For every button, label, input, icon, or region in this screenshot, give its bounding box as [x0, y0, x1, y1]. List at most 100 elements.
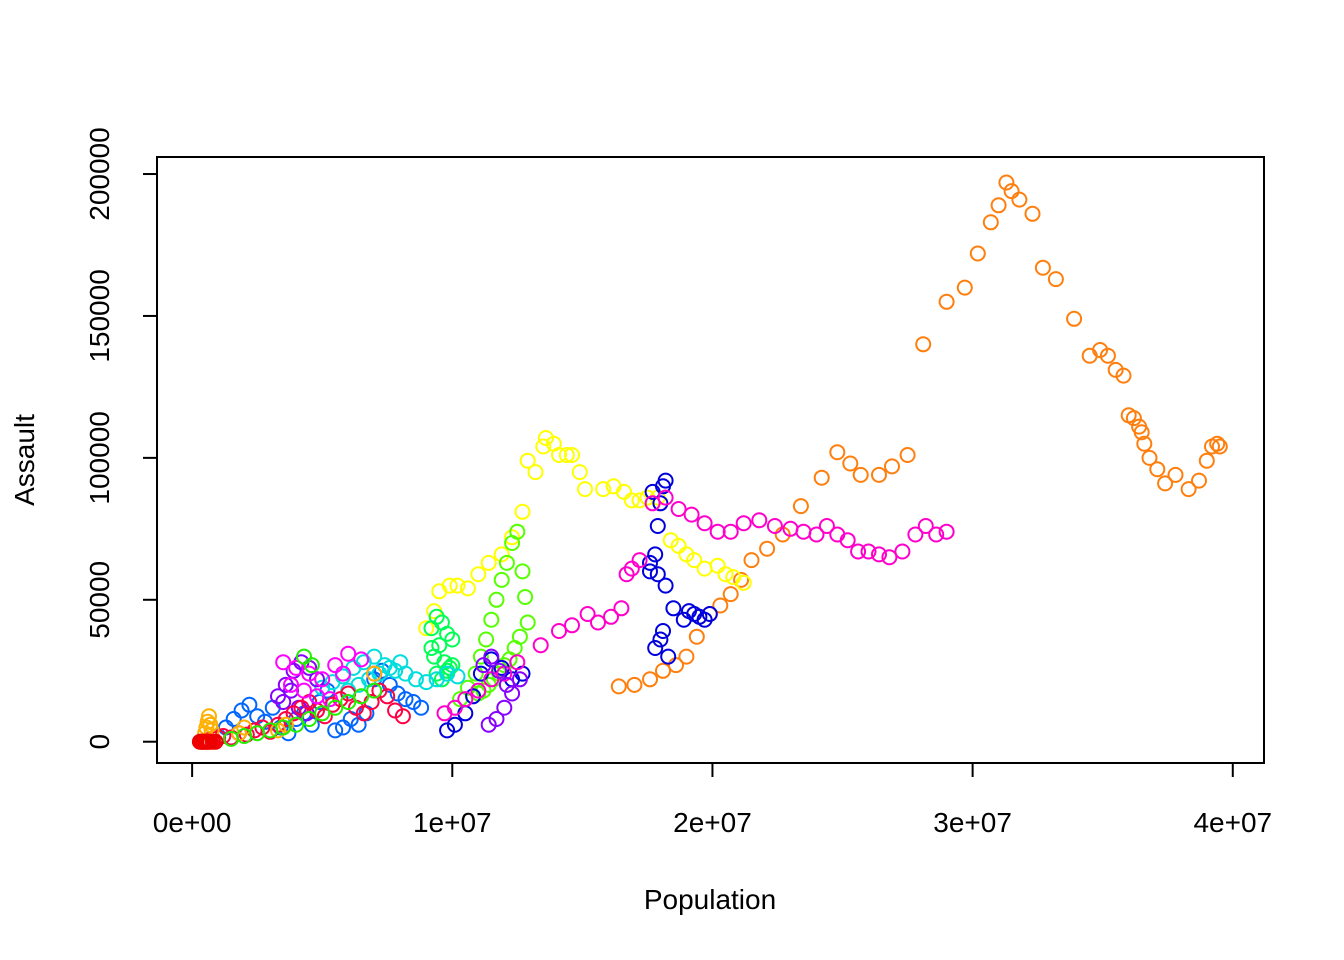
- data-point: [982, 214, 999, 231]
- x-tick-label: 2e+07: [673, 807, 752, 838]
- data-point: [470, 566, 487, 583]
- data-point: [808, 526, 825, 543]
- data-point: [379, 688, 396, 705]
- data-point: [433, 671, 450, 688]
- data-point: [236, 719, 253, 736]
- data-point: [519, 614, 536, 631]
- data-point: [938, 293, 955, 310]
- data-point: [1211, 438, 1228, 455]
- data-point: [649, 566, 666, 583]
- data-point: [353, 651, 370, 668]
- data-point: [397, 691, 414, 708]
- data-point: [322, 691, 338, 708]
- data-point: [254, 719, 271, 736]
- data-point: [465, 688, 482, 705]
- data-point: [225, 711, 242, 727]
- data-point: [652, 495, 669, 512]
- data-point: [207, 733, 224, 750]
- data-point: [626, 676, 643, 693]
- data-point: [511, 671, 528, 688]
- series-12: [223, 648, 383, 747]
- data-point: [519, 452, 536, 469]
- data-point: [571, 464, 588, 481]
- data-point: [696, 611, 713, 628]
- data-point: [579, 606, 596, 622]
- data-point: [444, 631, 461, 648]
- data-point: [407, 671, 424, 688]
- data-point: [296, 682, 312, 699]
- data-point: [488, 591, 505, 608]
- data-point: [610, 678, 627, 695]
- data-point: [1198, 452, 1215, 469]
- data-point: [288, 716, 305, 733]
- data-point: [428, 665, 445, 682]
- data-point: [639, 489, 656, 506]
- data-point: [439, 625, 456, 642]
- data-point: [928, 526, 945, 543]
- data-point: [355, 705, 372, 722]
- data-point: [472, 648, 489, 665]
- data-point: [428, 608, 445, 625]
- series-0: [610, 174, 1228, 695]
- data-point: [688, 628, 705, 645]
- data-point: [1099, 347, 1116, 364]
- data-point: [470, 682, 487, 699]
- data-point: [1125, 410, 1142, 427]
- data-point: [202, 716, 219, 733]
- data-point: [439, 665, 456, 682]
- data-point: [618, 566, 635, 583]
- data-point: [1011, 191, 1028, 208]
- data-point: [394, 708, 411, 725]
- data-point: [275, 694, 292, 710]
- data-point: [1115, 367, 1132, 384]
- data-point: [1167, 466, 1184, 483]
- data-point: [1149, 461, 1166, 478]
- data-point: [314, 705, 331, 722]
- data-point: [514, 503, 531, 520]
- data-point: [418, 674, 435, 691]
- data-point: [709, 523, 726, 540]
- data-point: [1034, 259, 1051, 276]
- data-point: [449, 668, 466, 685]
- data-point: [335, 719, 351, 736]
- data-point: [623, 492, 640, 509]
- data-point: [907, 526, 924, 543]
- data-point: [517, 589, 534, 605]
- data-point: [327, 657, 344, 674]
- data-point: [283, 676, 299, 693]
- data-point: [457, 691, 474, 708]
- data-point: [751, 512, 768, 529]
- data-point: [818, 518, 835, 534]
- data-point: [532, 637, 549, 654]
- data-point: [301, 665, 318, 682]
- data-point: [743, 552, 760, 569]
- data-point: [850, 543, 867, 560]
- data-point: [642, 554, 658, 571]
- data-point: [316, 708, 333, 725]
- data-point: [647, 546, 664, 563]
- data-point: [644, 483, 661, 500]
- x-axis-label: Population: [644, 884, 776, 915]
- data-point: [483, 648, 500, 665]
- data-point: [678, 648, 695, 665]
- data-point: [655, 623, 671, 639]
- data-point: [496, 699, 513, 716]
- data-point: [483, 611, 500, 628]
- y-tick-label: 0: [84, 734, 115, 750]
- data-point: [683, 506, 700, 523]
- data-point: [956, 279, 973, 296]
- data-point: [722, 586, 739, 603]
- data-point: [735, 574, 752, 591]
- data-point: [558, 447, 575, 463]
- data-point: [655, 662, 671, 679]
- data-point: [649, 518, 666, 534]
- data-point: [537, 430, 554, 446]
- data-point: [498, 676, 515, 693]
- data-point: [504, 529, 521, 546]
- data-point: [696, 515, 713, 532]
- data-point: [270, 688, 286, 705]
- data-point: [701, 606, 718, 622]
- series-3: [452, 523, 536, 708]
- data-point: [509, 523, 526, 540]
